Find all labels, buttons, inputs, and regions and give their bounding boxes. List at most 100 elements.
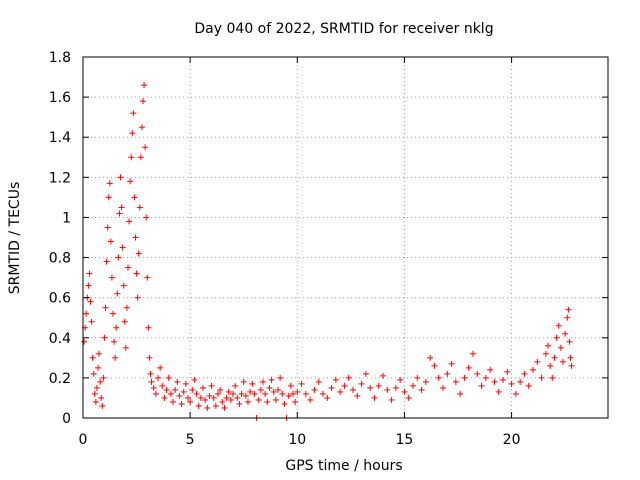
data-point	[119, 244, 126, 251]
data-point	[193, 390, 200, 397]
data-point	[88, 318, 95, 325]
data-point	[219, 398, 226, 405]
data-point	[272, 396, 279, 403]
data-point	[367, 384, 374, 391]
data-point	[504, 368, 511, 375]
data-point	[553, 334, 560, 341]
y-tick-label: 1.2	[49, 170, 71, 186]
data-point	[136, 204, 143, 211]
data-point	[255, 396, 262, 403]
data-point	[418, 386, 425, 393]
data-point	[549, 374, 556, 381]
data-point	[172, 386, 179, 393]
data-point	[212, 402, 219, 409]
data-point	[431, 362, 438, 369]
data-point	[470, 350, 476, 357]
data-point	[564, 314, 571, 321]
data-point	[551, 354, 558, 361]
data-point	[115, 254, 122, 261]
data-point	[140, 98, 146, 105]
data-point	[143, 214, 150, 221]
data-point	[435, 374, 442, 381]
x-tick-label: 0	[79, 432, 88, 448]
data-point	[388, 396, 395, 403]
grid	[83, 57, 608, 418]
data-point	[112, 354, 119, 361]
data-point	[98, 394, 105, 401]
data-point	[238, 390, 245, 397]
data-point	[491, 378, 498, 385]
data-point	[141, 82, 148, 89]
data-point	[547, 362, 554, 369]
data-point	[217, 386, 224, 393]
data-point	[260, 378, 266, 385]
data-point	[93, 384, 100, 391]
data-point	[178, 400, 185, 407]
data-point	[165, 374, 172, 381]
data-point	[134, 294, 141, 301]
data-point	[350, 386, 356, 393]
data-point	[221, 404, 228, 411]
data-point	[110, 310, 116, 317]
data-point	[96, 350, 103, 357]
x-tick-label: 10	[288, 432, 306, 448]
data-point	[538, 374, 545, 381]
data-point	[482, 374, 489, 381]
data-point	[113, 324, 120, 331]
data-point	[176, 392, 183, 399]
data-point	[457, 390, 464, 397]
data-point	[257, 386, 264, 393]
data-point	[155, 374, 161, 381]
x-axis-label: GPS time / hours	[285, 458, 402, 474]
y-tick-label: 0	[62, 411, 71, 427]
data-point	[138, 124, 145, 131]
data-point	[126, 218, 133, 225]
data-point	[320, 390, 326, 397]
data-point	[227, 396, 234, 403]
data-point	[152, 390, 159, 397]
data-point	[117, 174, 124, 181]
data-point	[89, 354, 96, 361]
x-tick-label: 5	[186, 432, 195, 448]
data-point	[102, 304, 109, 311]
data-point	[290, 390, 296, 397]
data-point	[144, 274, 151, 281]
data-point	[170, 398, 176, 405]
data-point	[354, 392, 361, 399]
axis-ticks: 0 0.2 0.4 0.6 0.8 1 1.2 1.4 1.6 1.8 0 5 10 15 20	[49, 50, 608, 448]
data-point	[232, 382, 239, 389]
data-point	[287, 382, 294, 389]
y-tick-label: 1.4	[49, 130, 71, 146]
data-point	[128, 154, 135, 161]
x-tick-label: 20	[503, 432, 521, 448]
data-point	[517, 378, 524, 385]
data-point	[105, 194, 112, 201]
data-point	[566, 338, 573, 345]
y-tick-label: 0.4	[49, 331, 71, 347]
data-point	[97, 378, 104, 385]
data-point	[167, 390, 174, 397]
data-point	[187, 398, 194, 405]
data-point	[555, 322, 562, 329]
data-point	[534, 358, 541, 365]
data-point	[557, 344, 564, 351]
plot-frame	[82, 56, 609, 419]
x-tick-label: 15	[396, 432, 414, 448]
data-point	[279, 390, 286, 397]
data-point	[530, 366, 536, 373]
data-point	[521, 370, 528, 377]
data-point	[129, 130, 136, 137]
data-point	[311, 386, 318, 393]
data-point	[197, 394, 204, 401]
y-tick-label: 0.8	[49, 251, 71, 267]
data-point	[401, 388, 408, 395]
data-point	[508, 380, 515, 387]
data-point	[223, 394, 230, 401]
data-point	[268, 376, 275, 383]
y-tick-label: 1	[62, 210, 71, 226]
data-point	[92, 398, 99, 405]
data-point	[397, 376, 404, 383]
data-point	[125, 264, 131, 271]
data-point	[427, 354, 434, 361]
